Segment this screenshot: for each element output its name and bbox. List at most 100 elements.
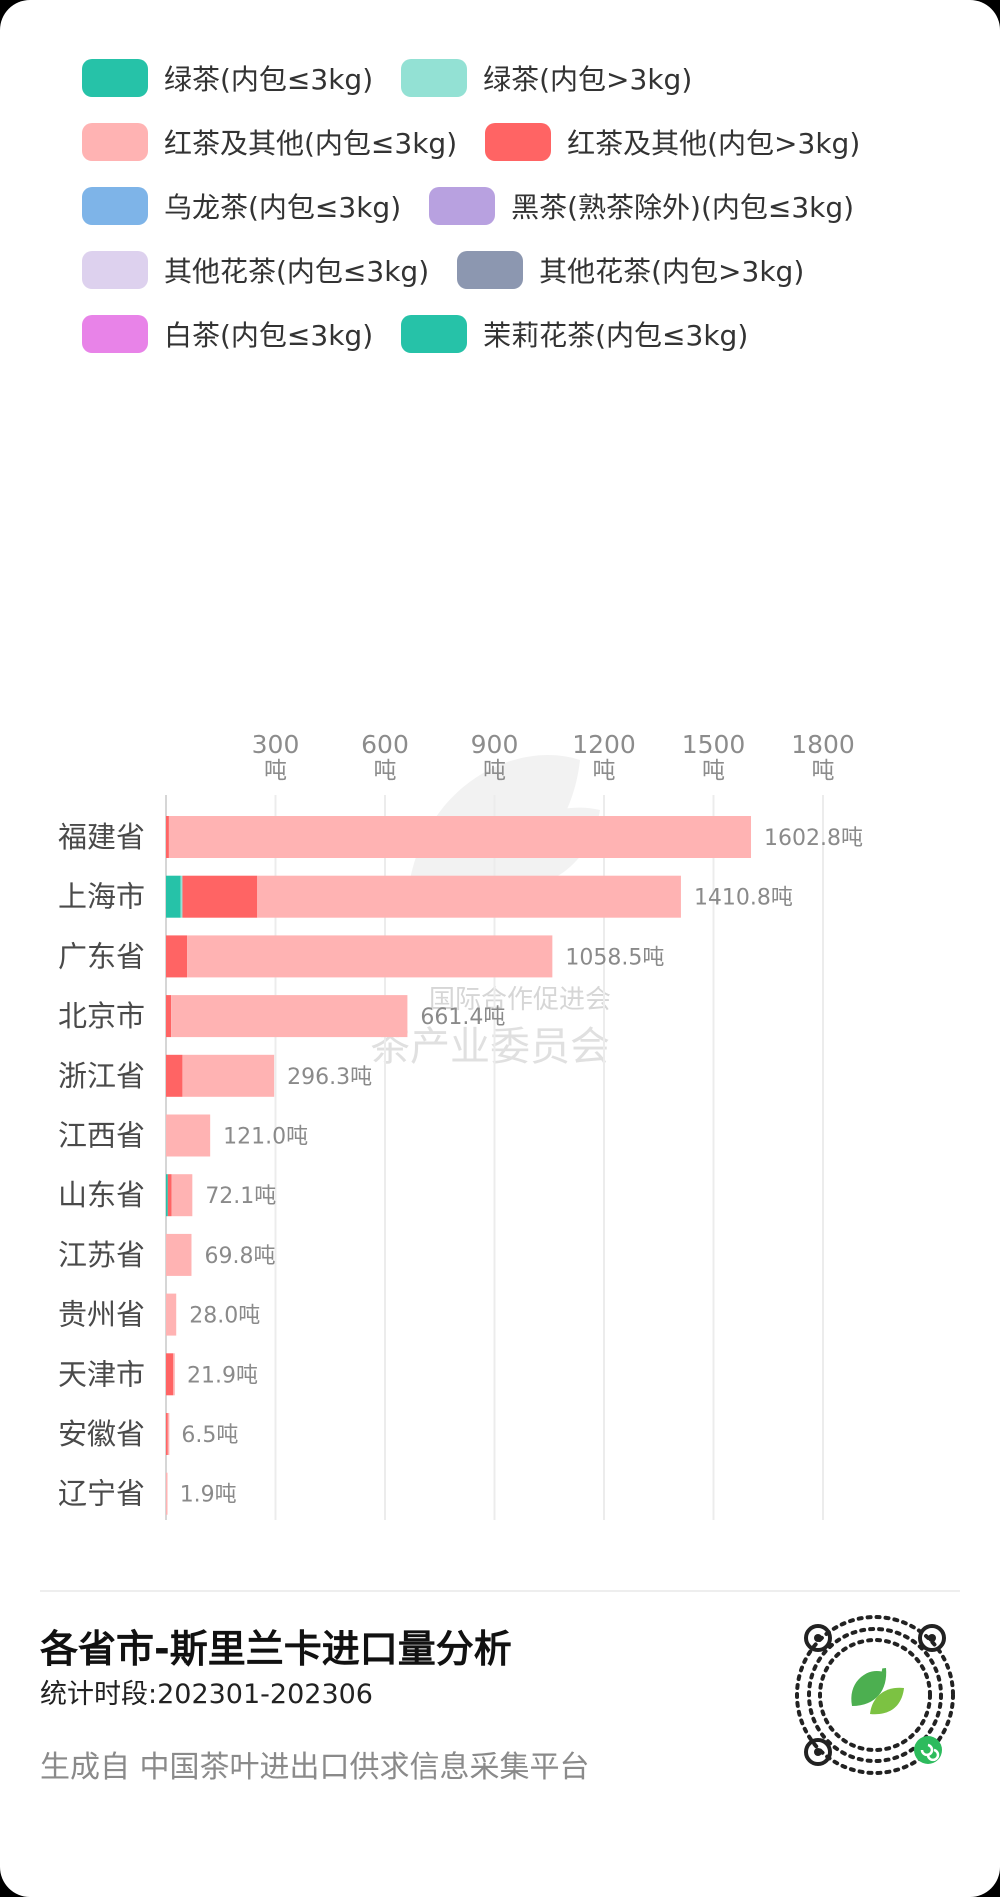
bar-segment bbox=[167, 1413, 170, 1455]
value-label: 1058.5吨 bbox=[565, 945, 664, 970]
legend-swatch bbox=[401, 59, 468, 97]
legend-item[interactable]: 白茶(内包≤3kg) bbox=[82, 314, 373, 354]
watermark-line2: 茶产业委员会 bbox=[370, 1024, 610, 1070]
category-label: 上海市 bbox=[58, 880, 145, 914]
legend-swatch bbox=[82, 59, 148, 97]
bar-segment bbox=[166, 1472, 168, 1515]
legend-item[interactable]: 茉莉花茶(内包≤3kg) bbox=[401, 314, 748, 354]
bar-segment bbox=[187, 935, 553, 978]
mini-program-icon bbox=[914, 1736, 942, 1764]
legend-label: 白茶(内包≤3kg) bbox=[164, 319, 374, 352]
bar-segment bbox=[257, 875, 681, 918]
value-label: 1.9吨 bbox=[180, 1483, 237, 1508]
value-label: 296.3吨 bbox=[287, 1065, 372, 1090]
legend-swatch bbox=[82, 251, 148, 289]
x-tick-unit: 吨 bbox=[593, 758, 616, 784]
bar-segment bbox=[166, 1413, 168, 1455]
x-tick-label: 1200 bbox=[572, 730, 636, 759]
legend-label: 其他花茶(内包≤3kg) bbox=[164, 255, 430, 288]
bar-segment bbox=[166, 816, 169, 858]
legend-item[interactable]: 红茶及其他(内包>3kg) bbox=[485, 122, 860, 162]
category-label: 天津市 bbox=[58, 1357, 145, 1391]
value-label: 28.0吨 bbox=[189, 1304, 260, 1329]
bar-chart: 国际合作促进会茶产业委员会300吨600吨900吨1200吨1500吨1800吨… bbox=[58, 730, 863, 1520]
category-label: 广东省 bbox=[58, 939, 145, 973]
bar-segment bbox=[173, 1353, 175, 1396]
bar-segment bbox=[166, 995, 172, 1038]
category-label: 山东省 bbox=[58, 1178, 145, 1212]
report-source: 生成自 中国茶叶进出口供求信息采集平台 bbox=[40, 1750, 590, 1785]
report-period: 统计时段:202301-202306 bbox=[40, 1679, 373, 1710]
legend-item[interactable]: 其他花茶(内包≤3kg) bbox=[82, 250, 429, 290]
legend-row: 红茶及其他(内包≤3kg) 红茶及其他(内包>3kg) bbox=[82, 110, 982, 174]
value-label: 121.0吨 bbox=[223, 1125, 308, 1150]
watermark-line1: 国际合作促进会 bbox=[429, 985, 611, 1015]
legend-swatch bbox=[485, 123, 552, 161]
legend-item[interactable]: 乌龙茶(内包≤3kg) bbox=[82, 186, 401, 226]
bar-segment bbox=[166, 1233, 192, 1276]
bar-segment bbox=[166, 1114, 211, 1157]
value-label: 69.8吨 bbox=[204, 1244, 275, 1269]
legend-swatch bbox=[82, 123, 148, 161]
bar-segment bbox=[166, 935, 188, 978]
legend-label: 茉莉花茶(内包≤3kg) bbox=[483, 319, 749, 352]
chart-legend: 绿茶(内包≤3kg) 绿茶(内包>3kg) 红茶及其他(内包≤3kg) 红茶及其他(内… bbox=[82, 46, 982, 366]
x-tick-unit: 吨 bbox=[374, 758, 397, 784]
value-label: 21.9吨 bbox=[187, 1363, 258, 1388]
legend-swatch bbox=[82, 187, 148, 225]
legend-item[interactable]: 红茶及其他(内包≤3kg) bbox=[82, 122, 457, 162]
bar-segment bbox=[171, 995, 408, 1038]
legend-label: 乌龙茶(内包≤3kg) bbox=[164, 191, 402, 224]
bar-segment bbox=[171, 1174, 193, 1217]
category-label: 贵州省 bbox=[58, 1298, 145, 1332]
value-label: 1602.8吨 bbox=[764, 826, 863, 851]
legend-swatch bbox=[82, 315, 148, 353]
legend-item[interactable]: 绿茶(内包≤3kg) bbox=[82, 58, 373, 98]
category-label: 江苏省 bbox=[58, 1238, 145, 1272]
legend-item[interactable]: 其他花茶(内包>3kg) bbox=[457, 250, 804, 290]
bar-segment bbox=[167, 1174, 172, 1217]
report-title: 各省市-斯里兰卡进口量分析 bbox=[40, 1627, 512, 1671]
category-label: 辽宁省 bbox=[58, 1477, 145, 1511]
bar-segment bbox=[166, 1293, 177, 1336]
bar-segment bbox=[180, 875, 183, 918]
legend-label: 红茶及其他(内包≤3kg) bbox=[164, 127, 458, 160]
bar-segment bbox=[166, 1353, 174, 1396]
bar-segment bbox=[182, 875, 258, 918]
tea-leaf-logo-icon bbox=[851, 1668, 904, 1715]
legend-row: 其他花茶(内包≤3kg) 其他花茶(内包>3kg) bbox=[82, 238, 982, 302]
x-tick-unit: 吨 bbox=[702, 758, 725, 784]
category-label: 北京市 bbox=[58, 999, 145, 1033]
legend-row: 乌龙茶(内包≤3kg) 黑茶(熟茶除外)(内包≤3kg) bbox=[82, 174, 982, 238]
legend-label: 绿茶(内包≤3kg) bbox=[164, 63, 374, 96]
category-label: 安徽省 bbox=[58, 1417, 145, 1451]
legend-swatch bbox=[429, 187, 496, 225]
x-tick-label: 900 bbox=[471, 730, 519, 759]
x-tick-unit: 吨 bbox=[264, 758, 287, 784]
legend-row: 绿茶(内包≤3kg) 绿茶(内包>3kg) bbox=[82, 46, 982, 110]
bar-segment bbox=[166, 1054, 183, 1097]
footer-divider bbox=[40, 1590, 960, 1592]
legend-label: 红茶及其他(内包>3kg) bbox=[567, 127, 861, 160]
legend-swatch bbox=[457, 251, 524, 289]
x-tick-unit: 吨 bbox=[483, 758, 506, 784]
legend-item[interactable]: 绿茶(内包>3kg) bbox=[401, 58, 692, 98]
category-label: 江西省 bbox=[58, 1119, 145, 1153]
bar-segment bbox=[182, 1054, 275, 1097]
x-tick-label: 600 bbox=[361, 730, 409, 759]
x-tick-label: 1800 bbox=[791, 730, 855, 759]
value-label: 661.4吨 bbox=[420, 1005, 505, 1030]
value-label: 1410.8吨 bbox=[694, 886, 793, 911]
bar-segment bbox=[166, 875, 181, 918]
x-tick-unit: 吨 bbox=[812, 758, 835, 784]
legend-row: 白茶(内包≤3kg) 茉莉花茶(内包≤3kg) bbox=[82, 302, 982, 366]
value-label: 72.1吨 bbox=[205, 1184, 276, 1209]
legend-item[interactable]: 黑茶(熟茶除外)(内包≤3kg) bbox=[429, 186, 854, 226]
mini-program-qr-code[interactable] bbox=[790, 1610, 960, 1780]
category-label: 福建省 bbox=[58, 820, 145, 854]
legend-label: 其他花茶(内包>3kg) bbox=[539, 255, 805, 288]
x-tick-label: 1500 bbox=[682, 730, 746, 759]
category-label: 浙江省 bbox=[58, 1059, 145, 1093]
bar-segment bbox=[166, 1174, 168, 1217]
